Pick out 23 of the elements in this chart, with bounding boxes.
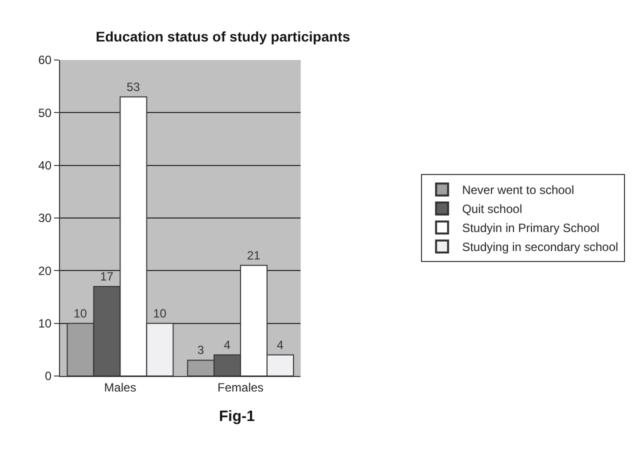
data-label: 10 <box>74 306 88 320</box>
chart-title: Education status of study participants <box>96 28 350 45</box>
x-tick-label: Females <box>218 380 264 394</box>
data-label: 4 <box>276 338 284 352</box>
legend-label: Quit school <box>462 202 522 216</box>
y-tick-label: 50 <box>38 106 52 120</box>
legend-label: Never went to school <box>462 183 574 198</box>
y-tick-label: 60 <box>38 53 52 68</box>
y-tick-label: 30 <box>38 211 52 226</box>
data-label: 4 <box>224 338 231 352</box>
y-tick-label: 0 <box>44 369 52 384</box>
y-tick-label: 10 <box>38 316 52 331</box>
legend-label: Studying in secondary school <box>462 240 618 254</box>
data-label: 53 <box>126 80 140 94</box>
legend-label: Studyin in Primary School <box>462 221 600 236</box>
x-tick-label: Males <box>104 380 136 394</box>
y-tick-label: 20 <box>38 264 52 278</box>
text: Fig-1 <box>219 408 255 425</box>
data-label: 3 <box>197 343 204 358</box>
data-label: 10 <box>153 306 167 320</box>
data-label: 17 <box>100 269 114 284</box>
y-tick-label: 40 <box>38 158 52 173</box>
data-label: 21 <box>246 248 261 262</box>
